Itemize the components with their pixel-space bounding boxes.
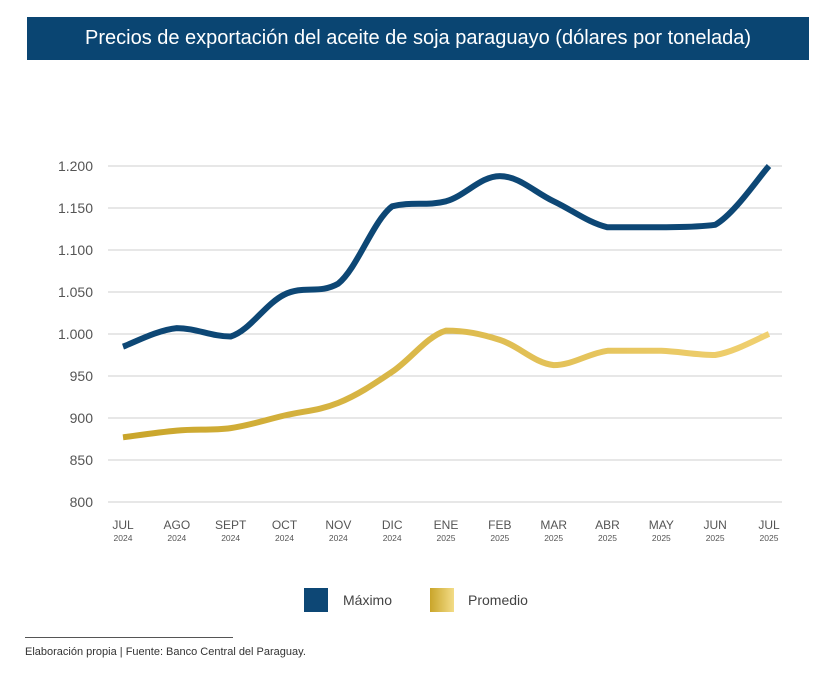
x-tick-year: 2024 (275, 533, 294, 543)
x-tick-month: FEB (488, 518, 511, 532)
y-tick-label: 950 (70, 368, 94, 384)
legend: Máximo Promedio (304, 588, 528, 612)
series-lines (121, 163, 772, 441)
x-tick-month: DIC (382, 518, 403, 532)
x-tick-year: 2025 (652, 533, 671, 543)
y-tick-label: 1.000 (58, 326, 93, 342)
legend-label-maximo: Máximo (343, 592, 392, 608)
x-tick-month: ABR (595, 518, 620, 532)
chart-title: Precios de exportación del aceite de soj… (27, 17, 809, 60)
source-divider (25, 637, 233, 638)
y-tick-label: 850 (70, 452, 94, 468)
y-tick-label: 800 (70, 494, 94, 510)
y-tick-label: 1.100 (58, 242, 93, 258)
source-note: Elaboración propia | Fuente: Banco Centr… (25, 646, 306, 658)
legend-label-promedio: Promedio (468, 592, 528, 608)
x-tick-year: 2024 (167, 533, 186, 543)
x-tick-year: 2024 (383, 533, 402, 543)
x-tick-month: MAR (540, 518, 567, 532)
legend-swatch-promedio (430, 588, 454, 612)
x-tick-month: OCT (272, 518, 298, 532)
x-tick-year: 2025 (706, 533, 725, 543)
x-tick-month: SEPT (215, 518, 247, 532)
y-tick-label: 1.150 (58, 200, 93, 216)
x-tick-year: 2025 (490, 533, 509, 543)
y-tick-label: 1.050 (58, 284, 93, 300)
x-tick-month: NOV (325, 518, 351, 532)
x-tick-year: 2025 (437, 533, 456, 543)
x-tick-year: 2025 (544, 533, 563, 543)
grid-lines (108, 165, 782, 503)
x-tick-year: 2025 (760, 533, 779, 543)
series-line-maximo (121, 163, 772, 350)
series-line-promedio (122, 327, 771, 441)
line-chart: 800 850 900 950 1.000 1.050 1.100 1.150 1.200 JU… (58, 158, 782, 612)
x-tick-month: JUL (112, 518, 134, 532)
x-tick-month: JUN (703, 518, 726, 532)
x-tick-month: MAY (649, 518, 674, 532)
x-tick-year: 2024 (329, 533, 348, 543)
y-tick-label: 900 (70, 410, 94, 426)
x-tick-month: ENE (434, 518, 459, 532)
legend-swatch-maximo (304, 588, 328, 612)
x-tick-year: 2024 (114, 533, 133, 543)
x-tick-month: AGO (163, 518, 190, 532)
x-tick-month: JUL (758, 518, 780, 532)
x-tick-year: 2025 (598, 533, 617, 543)
y-axis-ticks: 800 850 900 950 1.000 1.050 1.100 1.150 1.200 (58, 158, 93, 510)
x-axis-ticks: JUL2024AGO2024SEPT2024OCT2024NOV2024DIC2… (112, 518, 780, 543)
x-tick-year: 2024 (221, 533, 240, 543)
y-tick-label: 1.200 (58, 158, 93, 174)
